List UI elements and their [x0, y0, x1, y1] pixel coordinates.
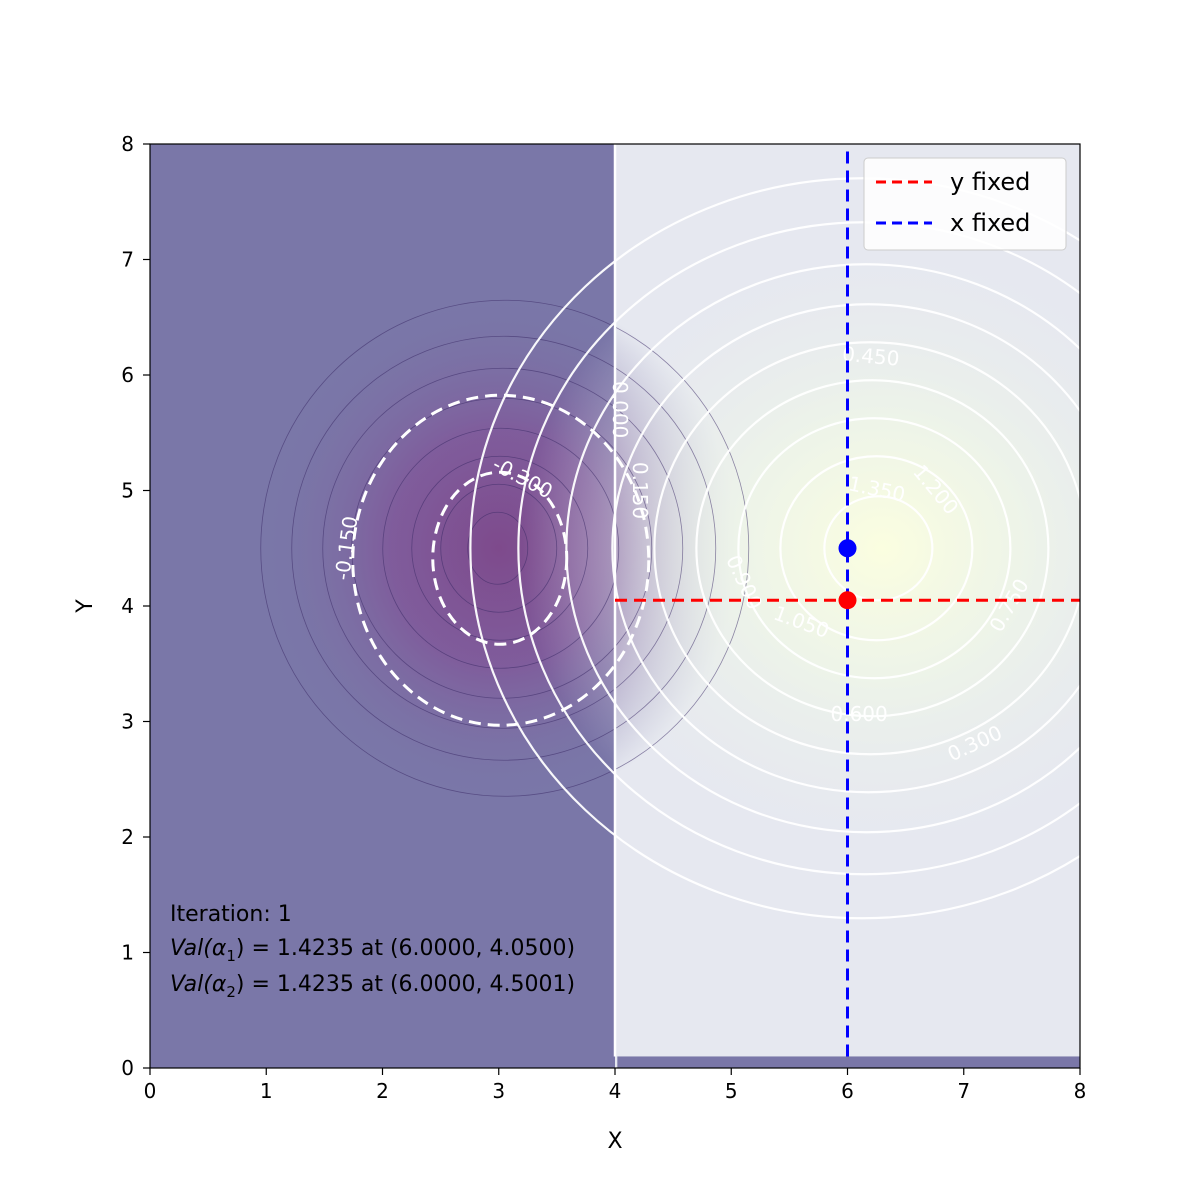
- x-axis-label: X: [607, 1129, 622, 1154]
- y-axis-label: Y: [73, 599, 98, 614]
- x-tick-label: 3: [492, 1079, 505, 1103]
- iteration-text: Iteration: 1: [170, 902, 292, 927]
- alpha1-val-prefix: Val(: [170, 936, 213, 961]
- positive-contour-line: [737, 417, 1012, 680]
- positive-contour-line: [653, 341, 1080, 756]
- y-tick-label: 1: [121, 941, 134, 965]
- x-tick-label: 7: [957, 1079, 970, 1103]
- positive-well: [522, 218, 1080, 879]
- negative-contour-line: [291, 335, 717, 761]
- negative-contour-line: [467, 511, 529, 585]
- x-tick-label: 2: [376, 1079, 389, 1103]
- negative-contour-line: [411, 455, 589, 641]
- legend-label-x-fixed: x fixed: [950, 209, 1030, 237]
- y-tick-label: 7: [121, 248, 134, 272]
- iteration-annotation: Iteration: 1 Val(α1) = 1.4235 at (6.0000…: [170, 902, 575, 1001]
- y-tick-label: 6: [121, 363, 134, 387]
- negative-contour-line: [322, 367, 684, 729]
- positive-contour-line: [779, 455, 974, 642]
- x-tick-label: 0: [144, 1079, 157, 1103]
- y-tick-label: 0: [121, 1056, 134, 1080]
- legend-label-y-fixed: y fixed: [950, 168, 1030, 196]
- positive-contour-line: [611, 303, 1080, 794]
- alpha2-symbol: α: [212, 972, 227, 997]
- alpha1-point: [838, 591, 857, 610]
- alpha2-point: [838, 539, 857, 558]
- x-tick-label: 6: [841, 1079, 854, 1103]
- x-axis-ticks: 0 1 2 3 4 5 6 7 8: [144, 1068, 1087, 1103]
- y-tick-label: 4: [121, 594, 134, 618]
- alpha1-value-text: Val(α1) = 1.4235 at (6.0000, 4.0500): [170, 936, 575, 965]
- dashed-contour-line-0.150: [351, 393, 651, 727]
- y-tick-label: 5: [121, 479, 134, 503]
- x-tick-label: 5: [725, 1079, 738, 1103]
- x-tick-label: 1: [260, 1079, 273, 1103]
- legend: y fixed x fixed: [863, 157, 1067, 251]
- alpha1-val-suffix: ) = 1.4235 at (6.0000, 4.0500): [236, 936, 575, 961]
- positive-contour-line: [469, 177, 1080, 920]
- y-tick-label: 2: [121, 825, 134, 849]
- bottom-strip: [617, 1056, 1080, 1068]
- negative-contour-line: [382, 427, 620, 669]
- x-tick-label: 4: [609, 1079, 622, 1103]
- contour-label: 0.150: [628, 462, 652, 519]
- contour-label: 0.600: [830, 702, 887, 726]
- y-tick-label: 3: [121, 710, 134, 734]
- positive-contour-line: [695, 379, 1050, 718]
- negative-contour-line: [260, 299, 750, 797]
- positive-contour-line: [565, 263, 1080, 834]
- alpha1-subscript: 1: [226, 947, 236, 965]
- x-tick-label: 8: [1074, 1079, 1087, 1103]
- contour-label: 0.450: [841, 342, 900, 371]
- alpha1-symbol: α: [212, 936, 227, 961]
- positive-contour-line: [823, 495, 934, 602]
- alpha2-val-suffix: ) = 1.4235 at (6.0000, 4.5001): [236, 972, 575, 997]
- alpha2-val-prefix: Val(: [170, 972, 213, 997]
- contour-label: 0.000: [608, 381, 632, 438]
- alpha2-value-text: Val(α2) = 1.4235 at (6.0000, 4.5001): [170, 972, 575, 1001]
- y-axis-ticks: 0 1 2 3 4 5 6 7 8: [121, 132, 150, 1080]
- negative-contour-line: [440, 483, 558, 613]
- y-tick-label: 8: [121, 132, 134, 156]
- alpha2-subscript: 2: [226, 983, 236, 1001]
